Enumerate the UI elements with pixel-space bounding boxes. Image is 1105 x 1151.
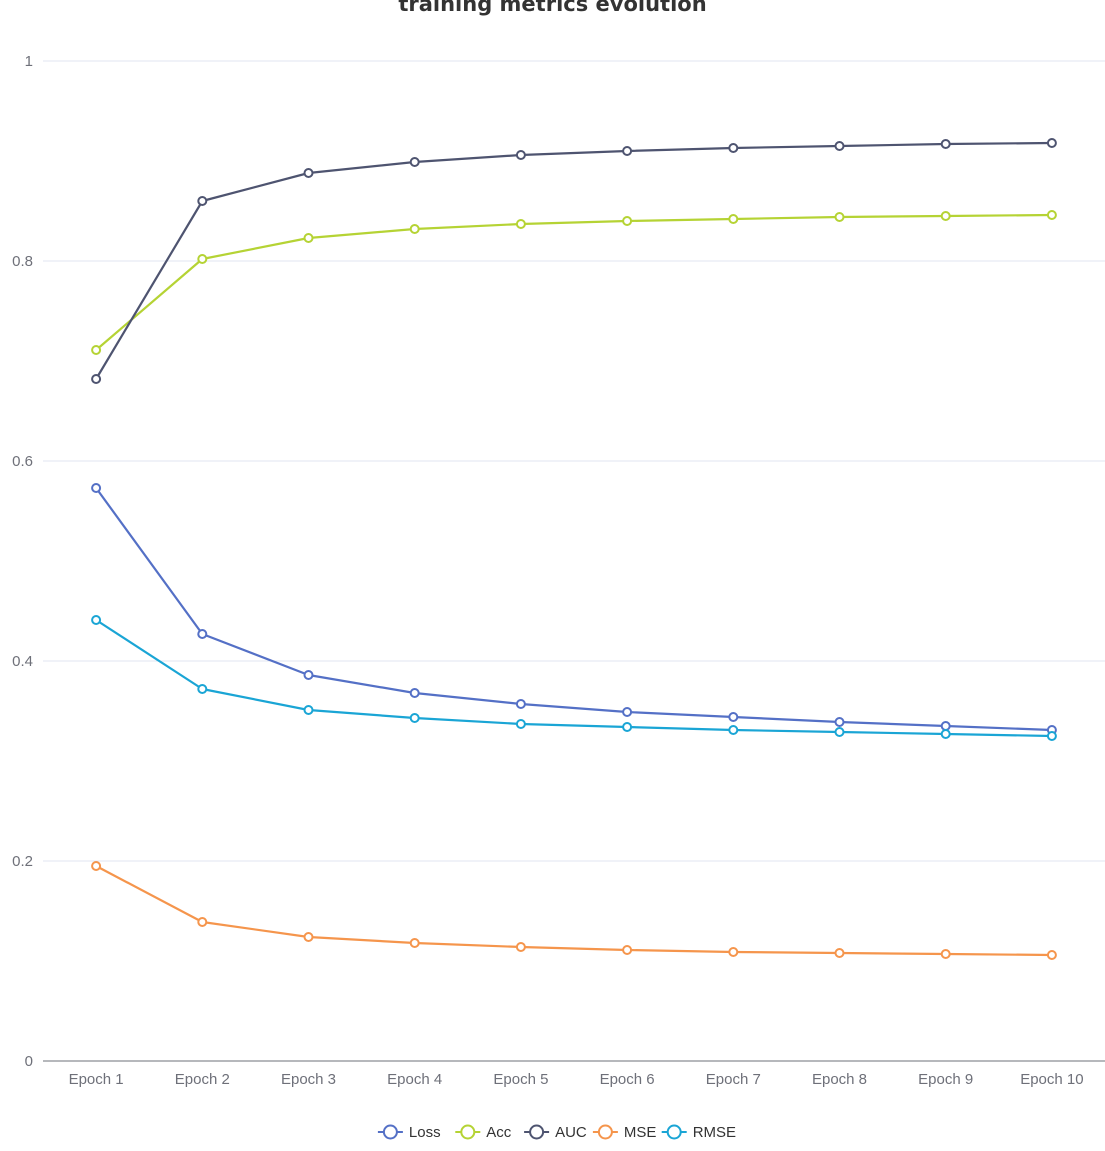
legend-item-loss[interactable]: Loss xyxy=(377,1124,441,1141)
data-point-loss xyxy=(940,721,951,731)
data-point-acc xyxy=(940,211,951,221)
data-point-acc xyxy=(91,345,102,355)
data-point-acc xyxy=(622,216,633,226)
y-tick-label: 0.2 xyxy=(12,853,33,870)
data-point-rmse xyxy=(622,722,633,732)
data-point-rmse xyxy=(728,725,739,735)
data-point-loss xyxy=(91,483,102,493)
x-tick-label: Epoch 2 xyxy=(175,1071,230,1088)
legend-marker-rmse xyxy=(666,1124,682,1140)
x-axis: Epoch 1 Epoch 2 Epoch 3 Epoch 4 Epoch 5 Epoch… xyxy=(43,1060,1105,1088)
data-point-auc xyxy=(197,196,208,206)
x-tick-label: Epoch 3 xyxy=(281,1071,336,1088)
series-acc xyxy=(91,210,1057,355)
series-rmse xyxy=(91,615,1057,741)
series-line-acc xyxy=(95,213,1052,351)
data-point-rmse xyxy=(515,719,526,729)
data-point-rmse xyxy=(940,729,951,739)
data-point-rmse xyxy=(834,727,845,737)
data-point-mse xyxy=(303,932,314,942)
grid-lines xyxy=(43,60,1105,862)
data-point-mse xyxy=(728,947,739,957)
data-point-mse xyxy=(834,948,845,958)
legend-label-acc: Acc xyxy=(486,1124,512,1141)
legend-item-acc[interactable]: Acc xyxy=(455,1124,512,1141)
data-point-mse xyxy=(91,861,102,871)
data-point-mse xyxy=(622,945,633,955)
y-tick-label: 1 xyxy=(25,53,33,70)
data-point-auc xyxy=(728,143,739,153)
data-point-loss xyxy=(409,688,420,698)
data-point-auc xyxy=(1046,138,1057,148)
data-point-acc xyxy=(197,254,208,264)
data-point-acc xyxy=(834,212,845,222)
data-point-auc xyxy=(515,150,526,160)
x-tick-label: Epoch 10 xyxy=(1020,1071,1083,1088)
data-point-loss xyxy=(515,699,526,709)
x-tick-label: Epoch 7 xyxy=(706,1071,761,1088)
legend-marker-auc xyxy=(529,1124,545,1140)
data-point-loss xyxy=(622,707,633,717)
data-point-loss xyxy=(728,712,739,722)
legend-marker-acc xyxy=(460,1124,476,1140)
x-tick-label: Epoch 6 xyxy=(600,1071,655,1088)
series-lines xyxy=(91,138,1057,960)
data-point-loss xyxy=(197,629,208,639)
legend-label-loss: Loss xyxy=(409,1124,441,1141)
data-point-auc xyxy=(622,146,633,156)
y-tick-label: 0.8 xyxy=(12,253,33,270)
y-tick-label: 0 xyxy=(25,1053,33,1070)
data-point-auc xyxy=(940,139,951,149)
data-point-mse xyxy=(940,949,951,959)
data-point-acc xyxy=(728,214,739,224)
data-point-rmse xyxy=(1046,731,1057,741)
data-point-rmse xyxy=(303,705,314,715)
data-point-loss xyxy=(303,670,314,680)
x-tick-label: Epoch 5 xyxy=(493,1071,548,1088)
x-tick-label: Epoch 1 xyxy=(69,1071,124,1088)
data-point-auc xyxy=(834,141,845,151)
data-point-auc xyxy=(91,374,102,384)
data-point-acc xyxy=(1046,210,1057,220)
series-line-mse xyxy=(95,865,1052,957)
x-tick-label: Epoch 9 xyxy=(918,1071,973,1088)
legend-item-auc[interactable]: AUC xyxy=(524,1124,587,1141)
data-point-mse xyxy=(409,938,420,948)
series-line-rmse xyxy=(95,619,1052,738)
series-auc xyxy=(91,138,1057,384)
legend-marker-loss xyxy=(382,1124,398,1140)
series-mse xyxy=(91,861,1057,960)
legend: Loss Acc AUC MSE RMSE xyxy=(377,1124,736,1141)
data-point-auc xyxy=(409,157,420,167)
y-tick-label: 0.6 xyxy=(12,453,33,470)
data-point-mse xyxy=(515,942,526,952)
data-point-rmse xyxy=(91,615,102,625)
data-point-loss xyxy=(834,717,845,727)
data-point-acc xyxy=(409,224,420,234)
series-line-auc xyxy=(95,141,1052,380)
y-tick-label: 0.4 xyxy=(12,653,33,670)
data-point-mse xyxy=(197,917,208,927)
data-point-acc xyxy=(515,219,526,229)
series-line-loss xyxy=(95,487,1052,732)
legend-marker-mse xyxy=(597,1124,613,1140)
x-tick-label: Epoch 8 xyxy=(812,1071,867,1088)
legend-item-mse[interactable]: MSE xyxy=(592,1124,657,1141)
legend-label-rmse: RMSE xyxy=(693,1124,736,1141)
chart-title: training metrics evolution xyxy=(398,0,707,16)
data-point-rmse xyxy=(409,713,420,723)
series-loss xyxy=(91,483,1057,735)
x-tick-label: Epoch 4 xyxy=(387,1071,442,1088)
data-point-acc xyxy=(303,233,314,243)
data-point-mse xyxy=(1046,950,1057,960)
legend-item-rmse[interactable]: RMSE xyxy=(661,1124,736,1141)
data-point-rmse xyxy=(197,684,208,694)
y-axis: 0 0.2 0.4 0.6 0.8 1 xyxy=(12,53,33,1070)
data-point-auc xyxy=(303,168,314,178)
legend-label-auc: AUC xyxy=(555,1124,587,1141)
legend-label-mse: MSE xyxy=(624,1124,657,1141)
